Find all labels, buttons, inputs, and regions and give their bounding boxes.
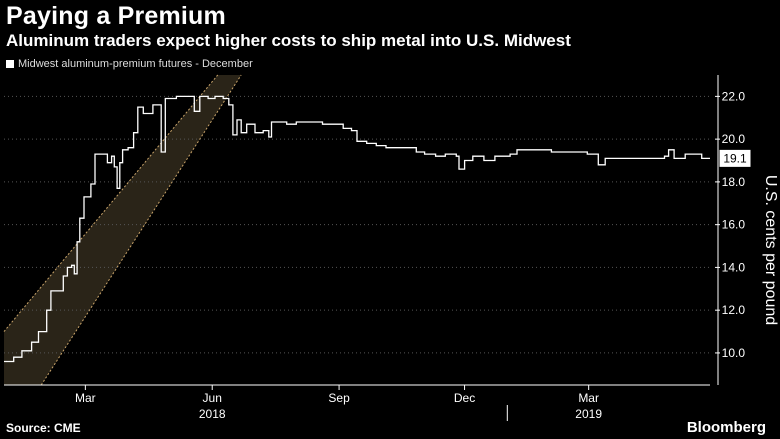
highlight-band-lower-edge bbox=[40, 74, 242, 386]
last-value-callout bbox=[719, 149, 751, 167]
x-tick-label: Sep bbox=[328, 391, 350, 405]
source-note: Source: CME bbox=[6, 421, 81, 435]
chart-subtitle: Aluminum traders expect higher costs to … bbox=[6, 31, 571, 50]
x-tick-label: Dec bbox=[454, 391, 475, 405]
y-tick-label: 14.0 bbox=[722, 260, 746, 274]
x-tick-label: Jun bbox=[203, 391, 222, 405]
y-tick-label: 12.0 bbox=[722, 303, 746, 317]
series-line bbox=[4, 95, 710, 363]
bloomberg-logo: Bloomberg bbox=[686, 419, 766, 436]
year-label: 2019 bbox=[575, 407, 602, 421]
y-tick-label: 20.0 bbox=[722, 132, 746, 146]
y-tick-label: 10.0 bbox=[722, 346, 746, 360]
y-tick-label: 18.0 bbox=[722, 175, 746, 189]
y-tick-label: 16.0 bbox=[722, 218, 746, 232]
legend-label: Midwest aluminum-premium futures - Decem… bbox=[18, 58, 253, 70]
y-tick-label: 22.0 bbox=[722, 89, 746, 103]
chart-title: Paying a Premium bbox=[6, 2, 226, 30]
highlight-band bbox=[4, 75, 242, 385]
x-tick-label: Mar bbox=[75, 391, 96, 405]
x-tick-label: Mar bbox=[578, 391, 599, 405]
year-label: 2018 bbox=[199, 407, 226, 421]
y-axis-title: U.S. cents per pound bbox=[762, 175, 779, 325]
legend-swatch bbox=[6, 60, 14, 68]
last-value-label: 19.1 bbox=[723, 151, 747, 165]
legend: Midwest aluminum-premium futures - Decem… bbox=[6, 58, 253, 70]
